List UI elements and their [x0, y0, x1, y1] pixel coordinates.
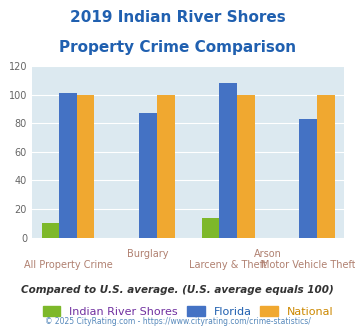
Text: Motor Vehicle Theft: Motor Vehicle Theft	[261, 260, 355, 271]
Bar	[219, 83, 237, 238]
Bar	[77, 95, 94, 238]
Bar	[300, 119, 317, 238]
Text: Arson: Arson	[254, 249, 282, 259]
Bar	[42, 223, 59, 238]
Text: © 2025 CityRating.com - https://www.cityrating.com/crime-statistics/: © 2025 CityRating.com - https://www.city…	[45, 317, 310, 326]
Bar	[202, 217, 219, 238]
Bar	[317, 95, 335, 238]
Text: Compared to U.S. average. (U.S. average equals 100): Compared to U.S. average. (U.S. average …	[21, 285, 334, 295]
Text: Burglary: Burglary	[127, 249, 169, 259]
Legend: Indian River Shores, Florida, National: Indian River Shores, Florida, National	[38, 302, 338, 321]
Bar	[157, 95, 175, 238]
Text: Larceny & Theft: Larceny & Theft	[189, 260, 267, 271]
Bar	[237, 95, 255, 238]
Text: All Property Crime: All Property Crime	[24, 260, 113, 271]
Text: Property Crime Comparison: Property Crime Comparison	[59, 40, 296, 54]
Bar	[139, 113, 157, 238]
Text: 2019 Indian River Shores: 2019 Indian River Shores	[70, 10, 285, 25]
Bar	[59, 93, 77, 238]
